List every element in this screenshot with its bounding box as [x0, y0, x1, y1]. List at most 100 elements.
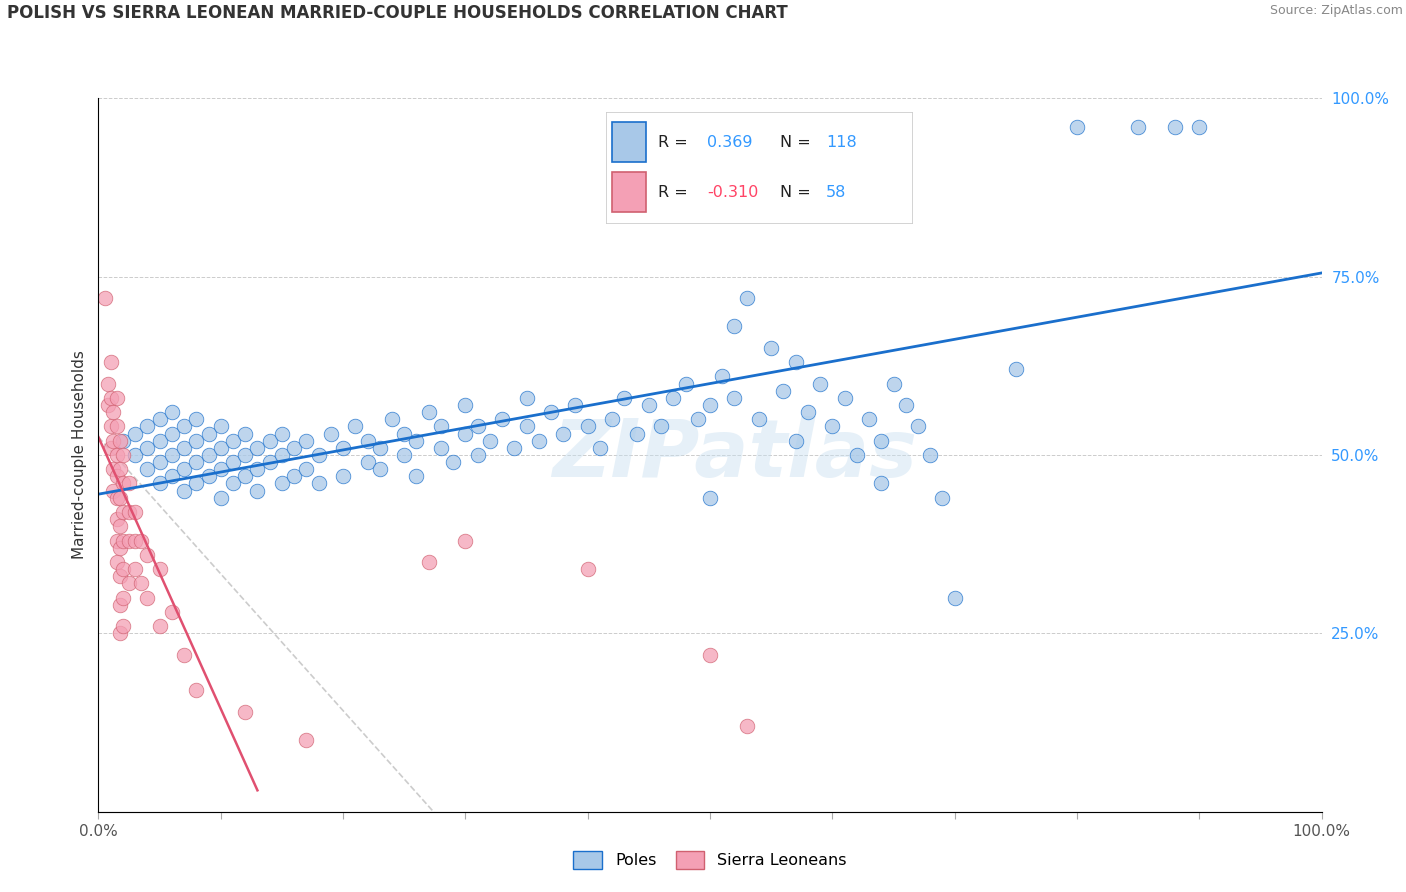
Text: ZIPatlas: ZIPatlas [553, 416, 917, 494]
Point [454, 533, 477, 548]
Point [136, 419, 159, 434]
Point [283, 469, 305, 483]
Point [124, 562, 146, 576]
Point [186, 476, 208, 491]
Point [270, 476, 294, 491]
Point [894, 398, 917, 412]
Point [392, 426, 416, 441]
Point [110, 519, 132, 533]
Point [821, 419, 844, 434]
Point [105, 448, 128, 462]
Point [173, 483, 195, 498]
Point [553, 426, 575, 441]
Point [246, 462, 269, 476]
Point [100, 441, 122, 455]
Point [845, 448, 868, 462]
Point [259, 434, 281, 448]
Point [454, 398, 477, 412]
Point [105, 419, 128, 434]
Point [943, 591, 966, 605]
Point [149, 619, 172, 633]
Point [149, 562, 172, 576]
Point [118, 505, 141, 519]
Point [308, 476, 330, 491]
Point [699, 398, 721, 412]
Point [662, 391, 685, 405]
Point [491, 412, 513, 426]
Point [186, 683, 208, 698]
Point [295, 462, 318, 476]
Point [111, 476, 134, 491]
Point [233, 426, 256, 441]
Point [699, 491, 721, 505]
Point [101, 405, 124, 419]
Point [259, 455, 281, 469]
Point [110, 434, 132, 448]
Point [105, 533, 128, 548]
Point [209, 491, 232, 505]
Point [197, 426, 219, 441]
Point [160, 448, 183, 462]
Point [686, 412, 709, 426]
Point [222, 476, 245, 491]
Point [858, 412, 880, 426]
Point [308, 448, 330, 462]
Text: 118: 118 [827, 135, 858, 150]
Point [295, 434, 318, 448]
Point [160, 605, 183, 619]
Point [723, 391, 745, 405]
Point [381, 412, 404, 426]
Point [418, 555, 440, 569]
Point [344, 419, 367, 434]
Point [246, 441, 269, 455]
Point [797, 405, 820, 419]
Point [97, 376, 120, 391]
Point [93, 291, 115, 305]
Point [613, 391, 636, 405]
Point [101, 483, 124, 498]
Point [197, 469, 219, 483]
Point [907, 419, 929, 434]
Point [392, 448, 416, 462]
Point [136, 591, 159, 605]
Point [920, 448, 942, 462]
Point [589, 441, 612, 455]
Point [111, 562, 134, 576]
Point [356, 455, 378, 469]
Point [1188, 120, 1211, 134]
Point [111, 448, 134, 462]
Point [136, 441, 159, 455]
Y-axis label: Married-couple Households: Married-couple Households [72, 351, 87, 559]
Legend: Poles, Sierra Leoneans: Poles, Sierra Leoneans [567, 845, 853, 875]
Point [110, 569, 132, 583]
Point [1066, 120, 1088, 134]
Point [111, 505, 134, 519]
Point [101, 462, 124, 476]
Point [270, 448, 294, 462]
Point [1128, 120, 1150, 134]
Point [418, 405, 440, 419]
Point [100, 419, 122, 434]
Point [97, 398, 120, 412]
Point [870, 434, 893, 448]
Point [785, 434, 807, 448]
Point [160, 405, 183, 419]
Point [110, 626, 132, 640]
Point [136, 462, 159, 476]
Point [576, 562, 599, 576]
Point [576, 419, 599, 434]
Point [173, 419, 195, 434]
Point [283, 441, 305, 455]
Point [100, 391, 122, 405]
Point [332, 441, 354, 455]
Text: R =: R = [658, 185, 693, 200]
Point [124, 448, 146, 462]
Point [748, 412, 770, 426]
Point [118, 533, 141, 548]
Point [1164, 120, 1187, 134]
Point [197, 448, 219, 462]
Point [111, 434, 134, 448]
Point [111, 591, 134, 605]
Point [540, 405, 562, 419]
Point [883, 376, 905, 391]
